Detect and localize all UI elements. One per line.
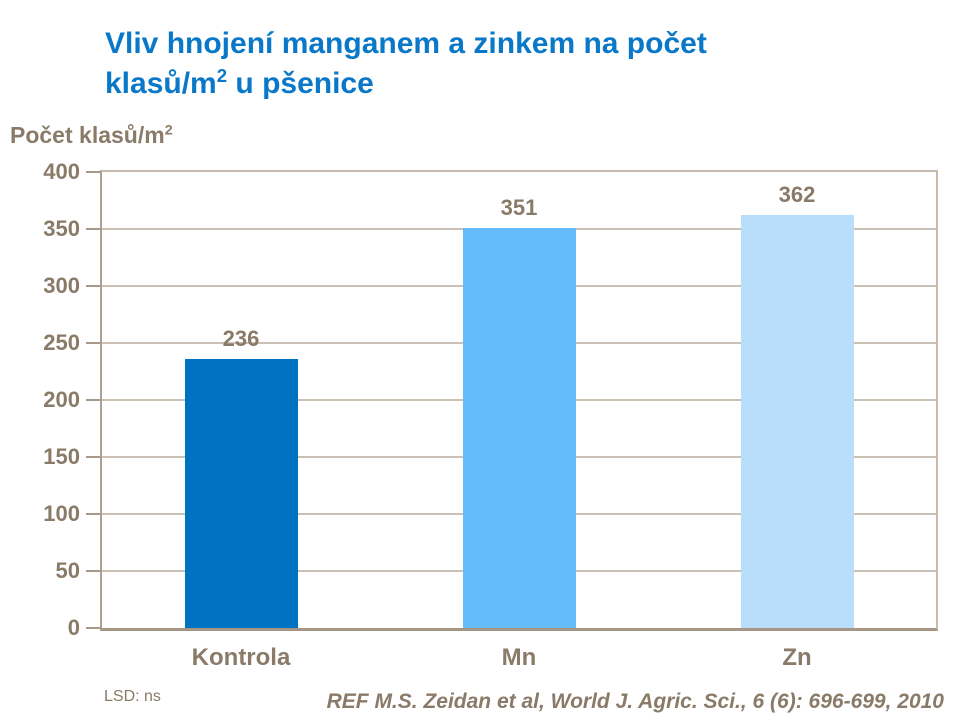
- y-axis-title-superscript: 2: [164, 122, 173, 139]
- y-axis-tick-marks: [86, 170, 100, 631]
- y-axis-tick-mark: [86, 285, 100, 287]
- y-axis-tick-label: 50: [55, 558, 80, 583]
- y-axis-tick-mark: [86, 513, 100, 515]
- y-axis-tick-label: 400: [43, 159, 80, 184]
- y-axis-tick-mark: [86, 399, 100, 401]
- bar-kontrola: [184, 358, 298, 628]
- y-axis-tick-mark: [86, 171, 100, 173]
- bar-mn: [462, 227, 576, 628]
- y-axis-title: Počet klasů/m2: [10, 122, 173, 149]
- reference-note: REF M.S. Zeidan et al, World J. Agric. S…: [326, 690, 944, 713]
- y-axis-tick-labels: 0 50 100 150 200 250 300 350 400: [0, 159, 80, 640]
- chart-title-line1: Vliv hnojení manganem a zinkem na počet: [105, 27, 707, 60]
- lsd-note: LSD: ns: [104, 688, 161, 705]
- y-axis-tick-mark: [86, 228, 100, 230]
- bar-value-label: 351: [500, 194, 538, 220]
- y-axis-tick-label: 250: [43, 330, 80, 355]
- bar-zn: [740, 215, 854, 628]
- plot-area: 236 351 362: [100, 170, 938, 631]
- bar-value-label: 236: [222, 325, 260, 351]
- y-axis-tick-label: 0: [67, 615, 80, 640]
- chart-title-line2: klasů/m: [105, 67, 217, 100]
- chart-title-line2-rest: u pšenice: [227, 67, 374, 100]
- bar-value-label: 362: [778, 182, 816, 208]
- category-label-kontrola: Kontrola: [191, 644, 291, 671]
- y-axis-tick-mark: [86, 456, 100, 458]
- y-axis-tick-mark: [86, 342, 100, 344]
- y-axis-tick-label: 300: [43, 273, 80, 298]
- category-label-zn: Zn: [782, 644, 812, 671]
- y-axis-tick-label: 100: [43, 501, 80, 526]
- y-axis-tick-mark: [86, 627, 100, 629]
- y-axis-tick-label: 150: [43, 444, 80, 469]
- y-axis-tick-label: 200: [43, 387, 80, 412]
- category-label-mn: Mn: [501, 644, 537, 671]
- y-axis-title-text: Počet klasů/m: [10, 122, 165, 148]
- chart-title-superscript: 2: [216, 65, 228, 86]
- chart-title: Vliv hnojení manganem a zinkem na počet …: [105, 24, 805, 104]
- y-axis-tick-mark: [86, 570, 100, 572]
- x-axis-labels: Kontrola Mn Zn: [102, 644, 936, 674]
- y-axis-tick-label: 350: [43, 216, 80, 241]
